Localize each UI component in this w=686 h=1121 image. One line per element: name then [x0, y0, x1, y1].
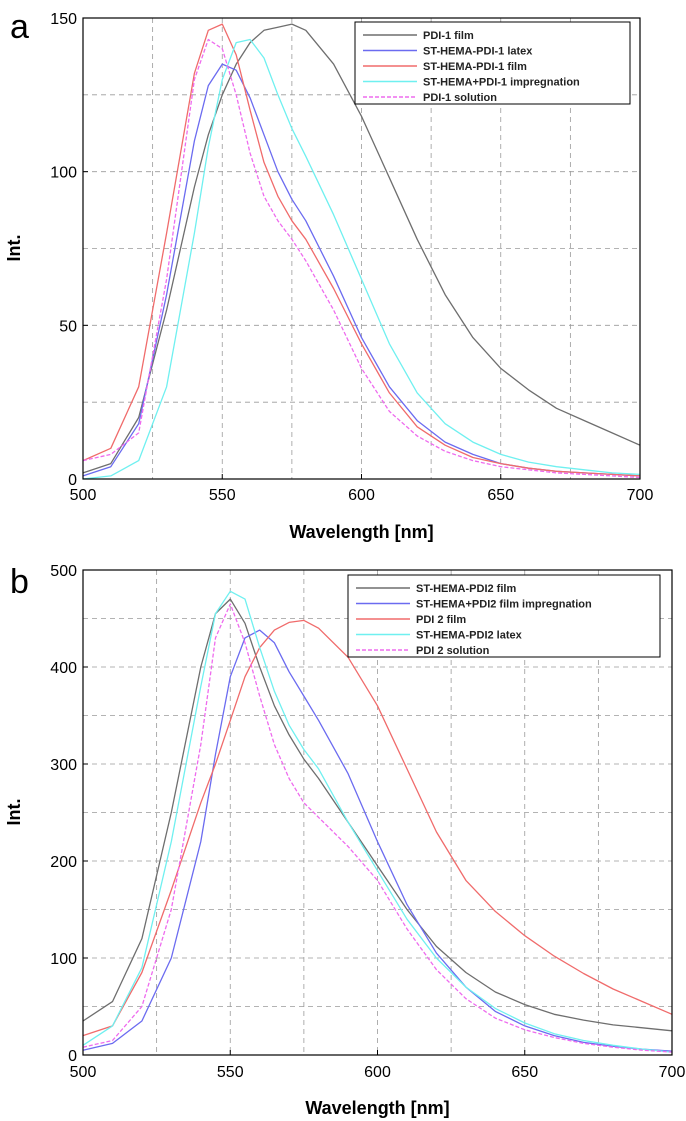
x-tick-label: 600	[364, 1064, 391, 1081]
series-line-4	[82, 590, 673, 1053]
legend-label-1: PDI-1 film	[423, 30, 474, 42]
y-tick-label: 50	[59, 318, 77, 335]
y-tick-label: 300	[50, 757, 77, 774]
x-tick-label: 650	[511, 1064, 538, 1081]
series-line-1	[82, 598, 673, 1032]
legend-label-2: ST-HEMA-PDI-1 latex	[423, 46, 533, 58]
y-tick-label: 200	[50, 854, 77, 871]
x-tick-label: 500	[70, 1064, 97, 1081]
series-line-3	[82, 619, 673, 1037]
legend-label-5: PDI 2 solution	[416, 645, 490, 657]
series-line-3	[82, 23, 641, 477]
x-tick-label: 550	[209, 487, 236, 504]
legend-label-1: ST-HEMA-PDI2 film	[416, 583, 516, 595]
y-tick-label: 100	[50, 951, 77, 968]
legend: ST-HEMA-PDI2 film ST-HEMA+PDI2 film impre…	[347, 574, 661, 658]
x-tick-label: 500	[70, 487, 97, 504]
y-tick-label: 100	[50, 165, 77, 182]
legend-label-4: ST-HEMA-PDI2 latex	[416, 630, 523, 642]
y-tick-label: 0	[68, 472, 77, 489]
y-tick-label: 400	[50, 660, 77, 677]
x-tick-label: 650	[487, 487, 514, 504]
y-tick-label: 0	[68, 1048, 77, 1065]
legend-label-5: PDI-1 solution	[423, 92, 497, 104]
x-axis-title: Wavelength [nm]	[289, 522, 433, 542]
panel-letter: b	[10, 563, 29, 601]
legend-label-2: ST-HEMA+PDI2 film impregnation	[416, 599, 592, 611]
legend-label-4: ST-HEMA+PDI-1 impregnation	[423, 77, 580, 89]
series-group	[82, 590, 673, 1053]
legend: PDI-1 film ST-HEMA-PDI-1 latex ST-HEMA-PDI…	[354, 21, 631, 105]
legend-label-3: PDI 2 film	[416, 614, 466, 626]
series-group	[82, 23, 641, 480]
series-line-1	[82, 23, 641, 474]
y-tick-label: 150	[50, 11, 77, 28]
y-axis-title: Int.	[4, 799, 24, 826]
series-line-2	[82, 629, 673, 1052]
x-tick-label: 700	[627, 487, 654, 504]
legend-box	[354, 21, 631, 105]
series-line-5	[82, 38, 641, 479]
legend-label-3: ST-HEMA-PDI-1 film	[423, 61, 527, 73]
panel-b: 500 550 600 650 700 0 100 200 300 400 500 Wavelengt…	[4, 563, 685, 1118]
series-line-5	[82, 603, 673, 1053]
x-tick-label: 600	[348, 487, 375, 504]
y-axis-title: Int.	[4, 235, 24, 262]
x-tick-label: 700	[659, 1064, 686, 1081]
x-axis-title: Wavelength [nm]	[305, 1098, 449, 1118]
x-tick-label: 550	[217, 1064, 244, 1081]
series-line-4	[82, 38, 641, 480]
panel-a: 500 550 600 650 700 0 50 100 150 Wavelength [nm] I…	[4, 8, 653, 542]
panel-letter: a	[10, 8, 29, 46]
y-tick-label: 500	[50, 563, 77, 580]
